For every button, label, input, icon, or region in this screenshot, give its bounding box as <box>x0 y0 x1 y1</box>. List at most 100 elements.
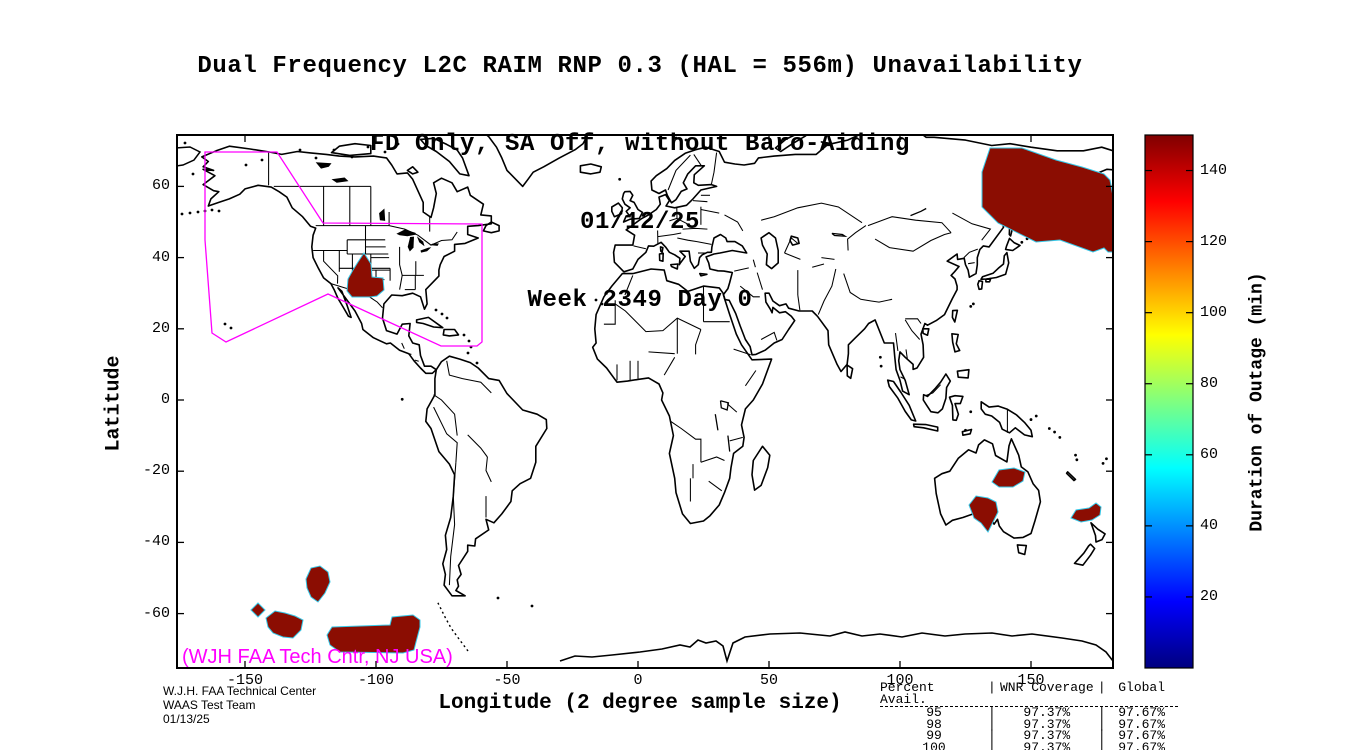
island-dot <box>964 428 967 432</box>
country-border <box>905 349 908 359</box>
coastline <box>1016 544 1028 556</box>
outage-region-south-pacific-large <box>326 614 421 654</box>
country-border <box>817 268 837 315</box>
stats-cell-global: 97.67% <box>1118 739 1166 750</box>
axes-frame <box>176 134 1114 669</box>
country-border <box>663 357 676 376</box>
country-border <box>812 263 825 268</box>
x-tick-label: -150 <box>226 672 263 689</box>
antarctica-coastline <box>559 631 1113 664</box>
country-border <box>657 232 682 238</box>
coastline <box>956 368 970 379</box>
x-tick-label: 50 <box>759 672 778 689</box>
lake-outline <box>719 400 730 411</box>
island-dot <box>530 604 534 608</box>
country-border <box>624 275 634 296</box>
island-dot <box>383 150 387 154</box>
map-content <box>177 135 1113 664</box>
coastline <box>980 401 1034 438</box>
plot-title: Dual Frequency L2C RAIM RNP 0.3 (HAL = 5… <box>0 2 1280 366</box>
country-border <box>682 227 708 230</box>
country-border <box>756 272 764 290</box>
country-border <box>726 403 738 413</box>
country-border <box>700 456 725 463</box>
country-border <box>952 212 992 241</box>
island-dot <box>1034 414 1038 418</box>
country-border <box>448 462 457 586</box>
island-dot <box>878 355 882 359</box>
outage-region-south-australia <box>968 495 999 533</box>
country-border <box>695 329 702 355</box>
country-border <box>408 353 412 355</box>
coastline <box>951 333 961 353</box>
outage-region-south-pacific-north <box>305 565 331 603</box>
colorbar-tick-label: 140 <box>1200 161 1228 179</box>
stats-table-row: 100 | 97.37% | 97.67% <box>880 739 1178 750</box>
country-border <box>904 319 921 340</box>
country-border <box>693 154 702 167</box>
stats-col-wnr-coverage: WNR Coverage <box>1000 680 1094 695</box>
island-dot <box>332 148 336 152</box>
island-dot <box>350 155 354 159</box>
coastline <box>415 316 444 329</box>
island-dot <box>314 156 318 160</box>
coastline <box>201 145 493 375</box>
island-dot <box>1020 240 1024 244</box>
y-tick-label: -60 <box>142 604 170 622</box>
island-dot <box>183 141 187 145</box>
country-border <box>401 342 405 349</box>
x-axis-label: Longitude (2 degree sample size) <box>438 692 842 715</box>
island-dot <box>879 364 883 368</box>
island-dot <box>475 361 479 365</box>
country-border <box>614 303 702 333</box>
coastline <box>1090 522 1106 543</box>
island-dot <box>594 298 598 302</box>
country-border <box>603 300 616 325</box>
x-tick-label: 150 <box>1017 672 1045 689</box>
coastline <box>922 373 952 414</box>
coastline <box>579 163 603 175</box>
country-border <box>724 214 744 232</box>
coastline <box>659 246 664 254</box>
island-dot <box>191 172 195 176</box>
coastline <box>760 231 779 270</box>
country-border <box>467 434 488 458</box>
country-border <box>485 456 492 483</box>
coastline <box>1004 237 1021 252</box>
island-dot <box>223 322 227 326</box>
antarctic-peninsula <box>436 600 469 652</box>
title-line-1: Dual Frequency L2C RAIM RNP 0.3 (HAL = 5… <box>197 53 1083 80</box>
availability-stats-table: Percent Avail.| WNR Coverage | Global 95 | 97.… <box>880 680 1178 750</box>
country-border <box>739 285 760 298</box>
island-dot <box>1053 430 1056 434</box>
lake-outline <box>714 414 719 431</box>
coastline <box>485 135 589 188</box>
island-dot <box>260 158 264 162</box>
colorbar-label: Duration of Outage (min) <box>1247 272 1268 532</box>
country-border <box>734 267 749 272</box>
country-border <box>708 480 723 492</box>
stats-table-row: 95 | 97.37% | 97.67% <box>880 706 1178 719</box>
coastline <box>658 252 664 262</box>
island-dot <box>674 136 678 140</box>
country-border <box>414 359 419 362</box>
island-dot <box>1029 418 1033 421</box>
coastline <box>751 445 771 491</box>
country-border <box>692 200 708 203</box>
coastline <box>177 146 202 167</box>
outage-region-coral-sea <box>1070 502 1102 523</box>
coastline <box>912 423 939 432</box>
island-dot <box>229 326 233 330</box>
x-tick-label: 0 <box>633 672 643 689</box>
country-border <box>894 333 899 351</box>
footer-line-3: 01/13/25 <box>163 712 210 726</box>
country-border <box>446 360 463 380</box>
country-border <box>968 262 975 265</box>
colorbar <box>1144 134 1194 669</box>
island-dot <box>467 339 471 343</box>
stats-cell-avail: 98 <box>926 716 942 732</box>
country-border <box>874 232 952 252</box>
island-dot <box>496 596 500 600</box>
coastline <box>980 251 1010 281</box>
x-tick-label: 100 <box>886 672 914 689</box>
